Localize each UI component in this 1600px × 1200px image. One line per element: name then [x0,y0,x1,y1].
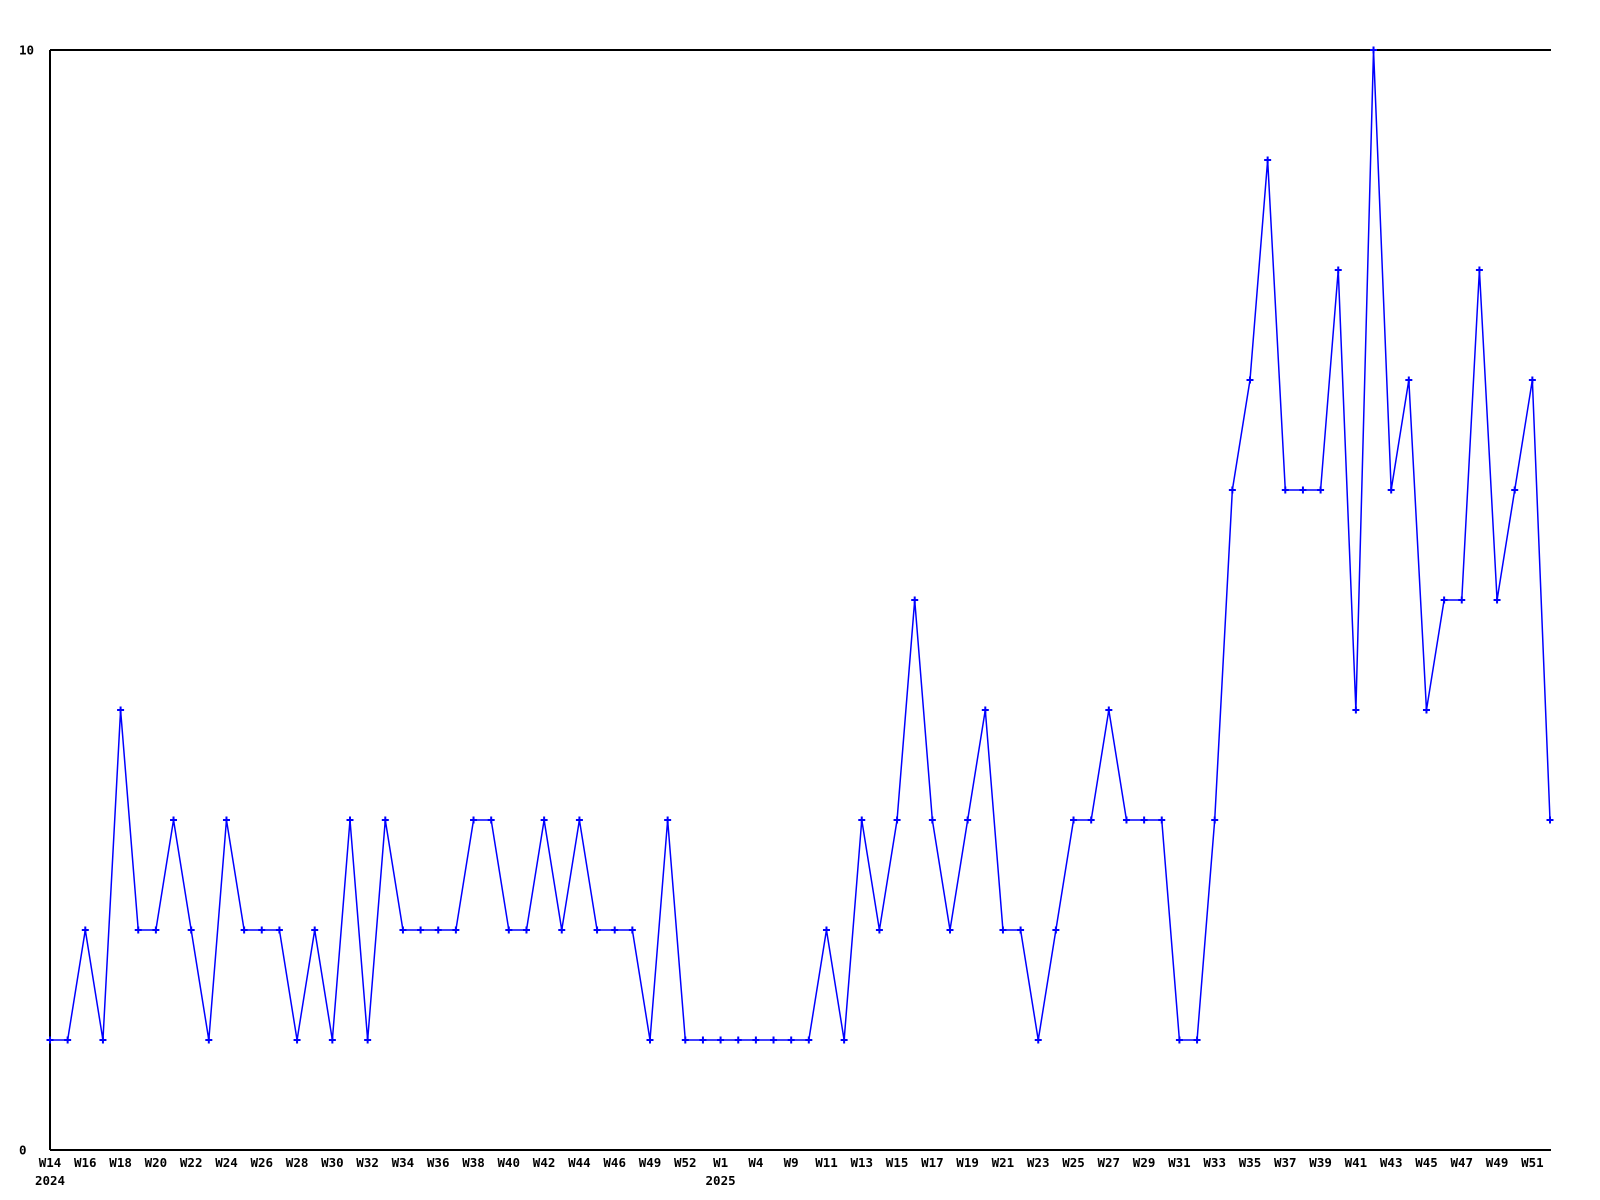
x-axis-tick-label: W25 [1062,1155,1085,1170]
x-axis-tick-label: W19 [956,1155,979,1170]
x-axis-tick-label: W30 [321,1155,344,1170]
x-axis-tick-label: W26 [251,1155,274,1170]
x-axis-tick-label: W14 [39,1155,62,1170]
x-axis-tick-label: W38 [462,1155,485,1170]
y-axis-tick-label: 0 [19,1143,27,1158]
y-axis-tick-label: 10 [19,43,34,58]
x-axis-year-label: 2024 [35,1173,65,1188]
x-axis-tick-label: W35 [1239,1155,1262,1170]
x-axis-tick-label: W9 [784,1155,799,1170]
x-axis-tick-label: W28 [286,1155,309,1170]
x-axis-tick-label: W27 [1098,1155,1121,1170]
x-axis-tick-label: W18 [109,1155,132,1170]
x-axis-tick-label: W49 [639,1155,662,1170]
x-axis-tick-label: W39 [1309,1155,1332,1170]
x-axis-year-label: 2025 [706,1173,736,1188]
x-axis-tick-label: W51 [1521,1155,1544,1170]
x-axis-tick-label: W45 [1415,1155,1438,1170]
x-axis-tick-label: W40 [498,1155,521,1170]
x-axis-tick-label: W42 [533,1155,556,1170]
x-axis-tick-label: W47 [1451,1155,1474,1170]
x-axis-tick-label: W13 [851,1155,874,1170]
x-axis-tick-label: W31 [1168,1155,1191,1170]
x-axis-tick-label: W41 [1345,1155,1368,1170]
x-axis-tick-label: W33 [1203,1155,1226,1170]
x-axis-tick-label: W37 [1274,1155,1297,1170]
axis-frame [49,49,1551,1151]
x-axis-tick-label: W16 [74,1155,97,1170]
x-axis-tick-label: W34 [392,1155,415,1170]
data-line [49,49,1551,1041]
x-axis-tick-label: W21 [992,1155,1015,1170]
x-axis-tick-label: W11 [815,1155,838,1170]
x-axis-tick-label: W24 [215,1155,238,1170]
x-axis-tick-label: W44 [568,1155,591,1170]
x-axis-tick-label: W17 [921,1155,944,1170]
x-axis-tick-label: W4 [748,1155,763,1170]
x-axis-tick-label: W52 [674,1155,697,1170]
x-axis-tick-label: W49 [1486,1155,1509,1170]
x-axis-tick-label: W22 [180,1155,203,1170]
x-axis-tick-label: W32 [356,1155,379,1170]
x-axis-tick-label: W20 [145,1155,168,1170]
x-axis-tick-label: W43 [1380,1155,1403,1170]
x-axis-tick-label: W36 [427,1155,450,1170]
x-axis-tick-label: W29 [1133,1155,1156,1170]
x-axis-tick-label: W46 [603,1155,626,1170]
x-axis-tick-label: W15 [886,1155,909,1170]
x-axis-tick-label: W1 [713,1155,728,1170]
data-point-markers [46,46,1554,1044]
x-axis-tick-label: W23 [1027,1155,1050,1170]
